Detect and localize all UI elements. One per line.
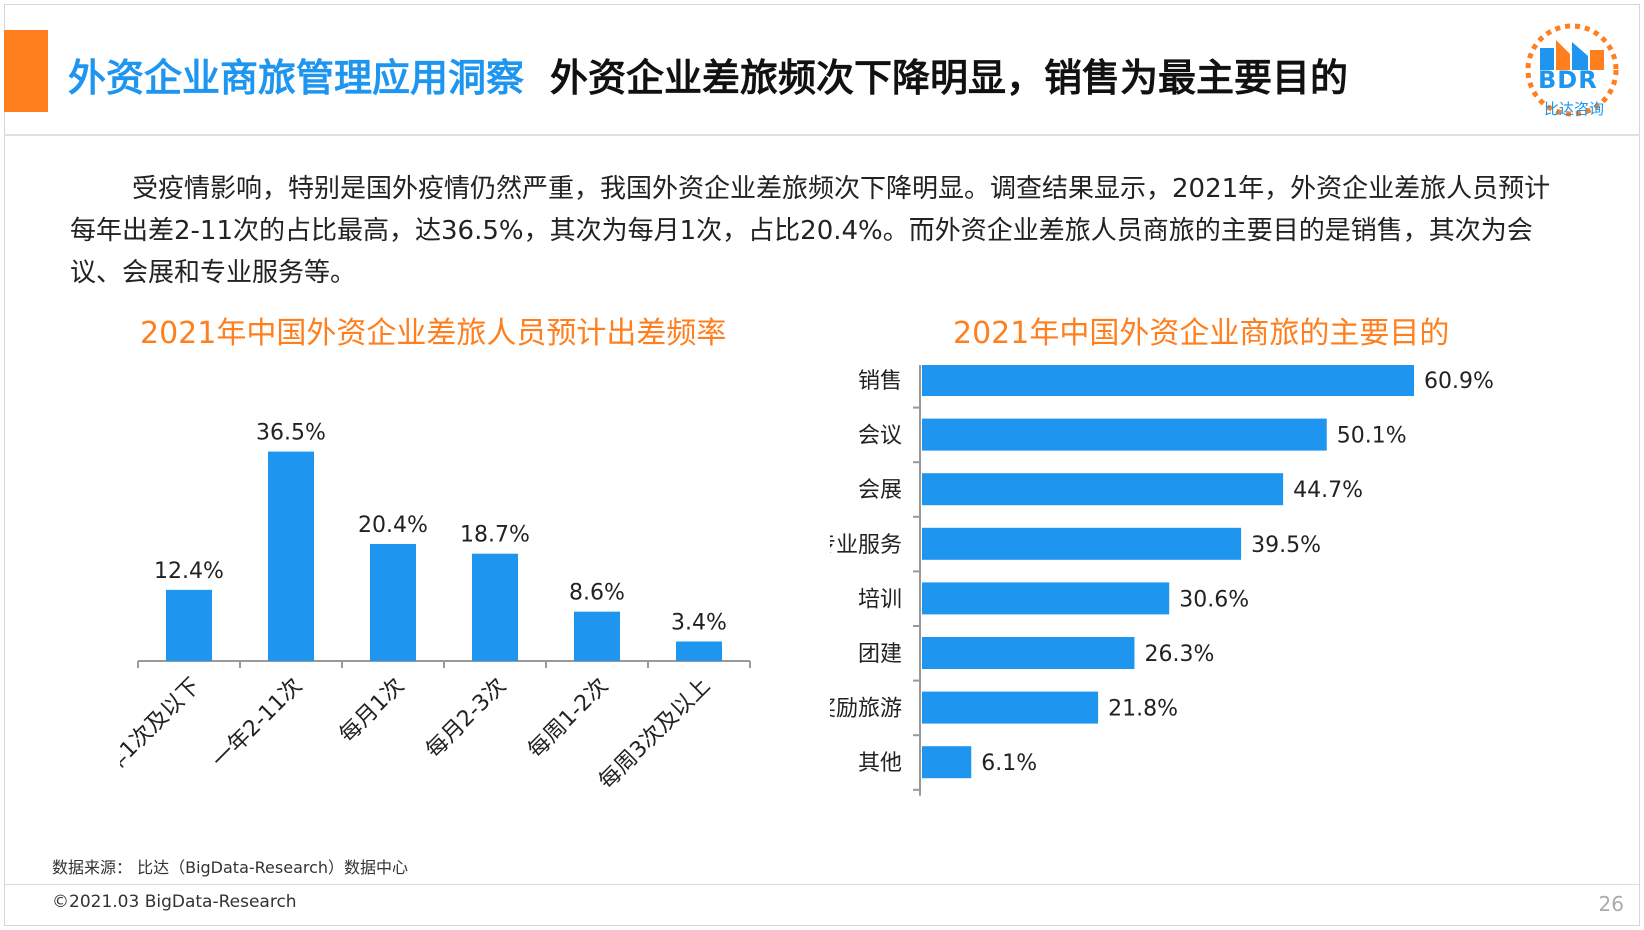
bar bbox=[922, 527, 1242, 560]
category-label: 团建 bbox=[858, 642, 902, 667]
category-label: 一年1次及以下 bbox=[120, 674, 205, 795]
bar bbox=[922, 365, 1414, 396]
data-label: 50.1% bbox=[1337, 424, 1407, 449]
category-label: 每月1次 bbox=[335, 674, 409, 748]
data-source: 数据来源： 比达（BigData-Research）数据中心 bbox=[52, 858, 409, 877]
data-label: 39.5% bbox=[1251, 533, 1321, 558]
left-chart-title: 2021年中国外资企业差旅人员预计出差频率 bbox=[140, 316, 727, 351]
data-label: 3.4% bbox=[671, 610, 727, 635]
category-label: 奖励旅游 bbox=[830, 697, 902, 722]
bar bbox=[922, 473, 1284, 506]
category-label: 销售 bbox=[858, 369, 902, 394]
frequency-bar-chart: 12.4% 一年1次及以下 36.5% 一年2-11次 20.4% 每月1次 18.7% 每月… bbox=[120, 421, 751, 795]
data-label: 20.4% bbox=[358, 513, 428, 538]
slide-header: 外资企业商旅管理应用洞察 外资企业差旅频次下降明显，销售为最主要目的 bbox=[68, 44, 1348, 104]
bdr-logo-icon: BDR 比达咨询 bbox=[1510, 12, 1630, 122]
data-label: 44.7% bbox=[1293, 478, 1363, 503]
summary-paragraph: 受疫情影响，特别是国外疫情仍然严重，我国外资企业差旅频次下降明显。调查结果显示，… bbox=[70, 174, 1551, 288]
logo-graphic bbox=[1525, 23, 1619, 117]
bar bbox=[676, 641, 722, 661]
slide-frame bbox=[4, 4, 1640, 926]
page-title: 外资企业商旅管理应用洞察 bbox=[68, 55, 525, 100]
category-label: 会展 bbox=[858, 478, 902, 503]
footer-divider bbox=[4, 884, 1640, 885]
data-label: 36.5% bbox=[256, 421, 326, 446]
category-label: 每月2-3次 bbox=[421, 674, 511, 764]
purpose-bar-chart: 60.9% 销售 50.1% 会议 44.7% 会展 39.5% 专业服务 30.6% 培训 26.… bbox=[830, 365, 1494, 796]
data-label: 26.3% bbox=[1144, 642, 1214, 667]
page-number: 26 bbox=[1598, 892, 1624, 916]
category-label: 会议 bbox=[858, 424, 902, 449]
logo-text: BDR bbox=[1538, 66, 1598, 94]
bar bbox=[922, 637, 1135, 669]
category-label: 培训 bbox=[858, 587, 902, 612]
data-label: 18.7% bbox=[460, 523, 530, 548]
page-subtitle: 外资企业差旅频次下降明显，销售为最主要目的 bbox=[550, 55, 1349, 100]
data-label: 6.1% bbox=[981, 751, 1037, 776]
data-label: 12.4% bbox=[154, 559, 224, 584]
category-label: 一年2-11次 bbox=[208, 674, 308, 774]
data-label: 21.8% bbox=[1108, 697, 1178, 722]
bar bbox=[574, 611, 620, 661]
accent-bar bbox=[4, 30, 48, 112]
bar bbox=[268, 451, 314, 661]
category-label: 专业服务 bbox=[830, 533, 902, 558]
header-divider bbox=[4, 134, 1640, 136]
bar bbox=[922, 418, 1327, 451]
bar bbox=[922, 746, 972, 779]
data-label: 30.6% bbox=[1179, 587, 1249, 612]
bar bbox=[370, 543, 416, 661]
data-label: 8.6% bbox=[569, 581, 625, 606]
bar bbox=[922, 691, 1099, 724]
category-label: 每周1-2次 bbox=[523, 674, 613, 764]
bar bbox=[472, 553, 518, 661]
bar bbox=[166, 589, 212, 661]
logo-subtext: 比达咨询 bbox=[1544, 100, 1605, 118]
copyright: ©2021.03 BigData-Research bbox=[52, 892, 297, 912]
bar bbox=[922, 582, 1170, 615]
right-chart-title: 2021年中国外资企业商旅的主要目的 bbox=[953, 316, 1450, 351]
data-label: 60.9% bbox=[1424, 369, 1494, 394]
category-label: 其他 bbox=[858, 751, 902, 776]
